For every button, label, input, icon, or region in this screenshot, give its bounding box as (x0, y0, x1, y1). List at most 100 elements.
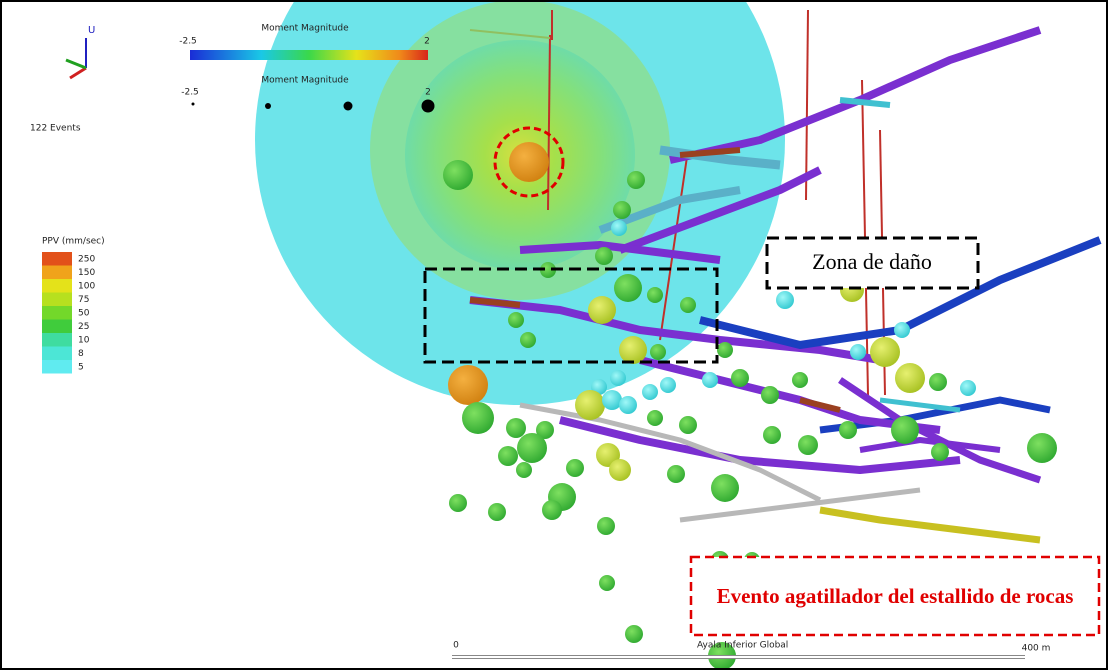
event-sphere (575, 390, 605, 420)
event-sphere (566, 459, 584, 477)
legend-title: Moment Magnitude (261, 76, 349, 86)
legend-max: 2 (424, 37, 430, 47)
event-sphere (731, 369, 749, 387)
event-sphere (850, 344, 866, 360)
event-sphere (599, 575, 615, 591)
event-sphere (619, 336, 647, 364)
ppv-swatch (42, 347, 72, 361)
size-dot (265, 103, 271, 109)
ppv-label: 75 (78, 295, 89, 305)
ppv-swatch (42, 279, 72, 293)
event-sphere (870, 337, 900, 367)
event-sphere (520, 332, 536, 348)
ppv-title: PPV (mm/sec) (42, 237, 105, 247)
event-sphere (660, 377, 676, 393)
event-sphere (894, 322, 910, 338)
events-count: 122 Events (30, 124, 81, 134)
tunnel (806, 10, 808, 200)
axis-y (66, 60, 86, 68)
event-sphere (929, 373, 947, 391)
event-sphere (613, 201, 631, 219)
ppv-label: 150 (78, 268, 95, 278)
event-sphere (650, 344, 666, 360)
event-sphere (488, 503, 506, 521)
ppv-swatch (42, 293, 72, 307)
event-sphere (611, 220, 627, 236)
event-sphere (462, 402, 494, 434)
event-sphere (798, 435, 818, 455)
event-sphere (891, 416, 919, 444)
ppv-swatch (42, 252, 72, 266)
event-sphere (711, 474, 739, 502)
ppv-swatch (42, 333, 72, 347)
ppv-label: 5 (78, 363, 84, 373)
event-sphere (647, 287, 663, 303)
event-sphere (595, 247, 613, 265)
tunnel (820, 510, 1040, 540)
colorbar (190, 50, 428, 60)
axis-label: U (88, 25, 95, 36)
size-dot (422, 100, 435, 113)
event-sphere (642, 384, 658, 400)
event-sphere (448, 365, 488, 405)
legend-min: -2.5 (179, 37, 197, 47)
event-sphere (609, 459, 631, 481)
event-sphere (960, 380, 976, 396)
ppv-swatch (42, 360, 72, 374)
event-sphere (498, 446, 518, 466)
event-sphere (509, 142, 549, 182)
event-sphere (508, 312, 524, 328)
event-sphere (627, 171, 645, 189)
legend-title: Moment Magnitude (261, 24, 349, 34)
event-sphere (602, 390, 622, 410)
event-sphere (702, 372, 718, 388)
damage-label: Zona de daño (812, 249, 932, 274)
legend-min: -2.5 (181, 88, 199, 98)
event-sphere (610, 370, 626, 386)
event-sphere (619, 396, 637, 414)
event-sphere (679, 416, 697, 434)
event-sphere (667, 465, 685, 483)
event-sphere (517, 433, 547, 463)
viewer: U 122 Events Moment Magnitude -2.5 2 Mom… (0, 0, 1108, 670)
ppv-label: 50 (78, 309, 90, 319)
event-sphere (1027, 433, 1057, 463)
event-sphere (776, 291, 794, 309)
ppv-label: 8 (78, 349, 84, 359)
event-sphere (895, 363, 925, 393)
event-sphere (761, 386, 779, 404)
ppv-legend: 2501501007550251085 (42, 252, 95, 374)
ppv-label: 250 (78, 255, 95, 265)
ppv-swatch (42, 306, 72, 320)
event-sphere (625, 625, 643, 643)
legend-max: 2 (425, 88, 431, 98)
event-sphere (792, 372, 808, 388)
event-sphere (588, 296, 616, 324)
event-sphere (839, 421, 857, 439)
event-sphere (516, 462, 532, 478)
size-dot (344, 102, 353, 111)
tunnel (880, 400, 960, 410)
event-sphere (449, 494, 467, 512)
event-sphere (717, 342, 733, 358)
event-sphere (542, 500, 562, 520)
event-sphere (506, 418, 526, 438)
event-sphere (763, 426, 781, 444)
event-sphere (647, 410, 663, 426)
ppv-label: 10 (78, 336, 90, 346)
ppv-label: 25 (78, 322, 89, 332)
scale-end: 400 m (1022, 644, 1051, 654)
event-sphere (614, 274, 642, 302)
ppv-swatch (42, 320, 72, 334)
size-dot (192, 103, 195, 106)
event-sphere (931, 443, 949, 461)
event-sphere (443, 160, 473, 190)
scale-location: Ayala Inferior Global (697, 641, 788, 651)
tunnel (860, 440, 1000, 450)
scale-start: 0 (453, 641, 459, 651)
axis-x (70, 68, 86, 78)
trigger-label: Evento agatillador del estallido de roca… (692, 558, 1098, 634)
ppv-swatch (42, 266, 72, 280)
event-sphere (680, 297, 696, 313)
event-sphere (597, 517, 615, 535)
